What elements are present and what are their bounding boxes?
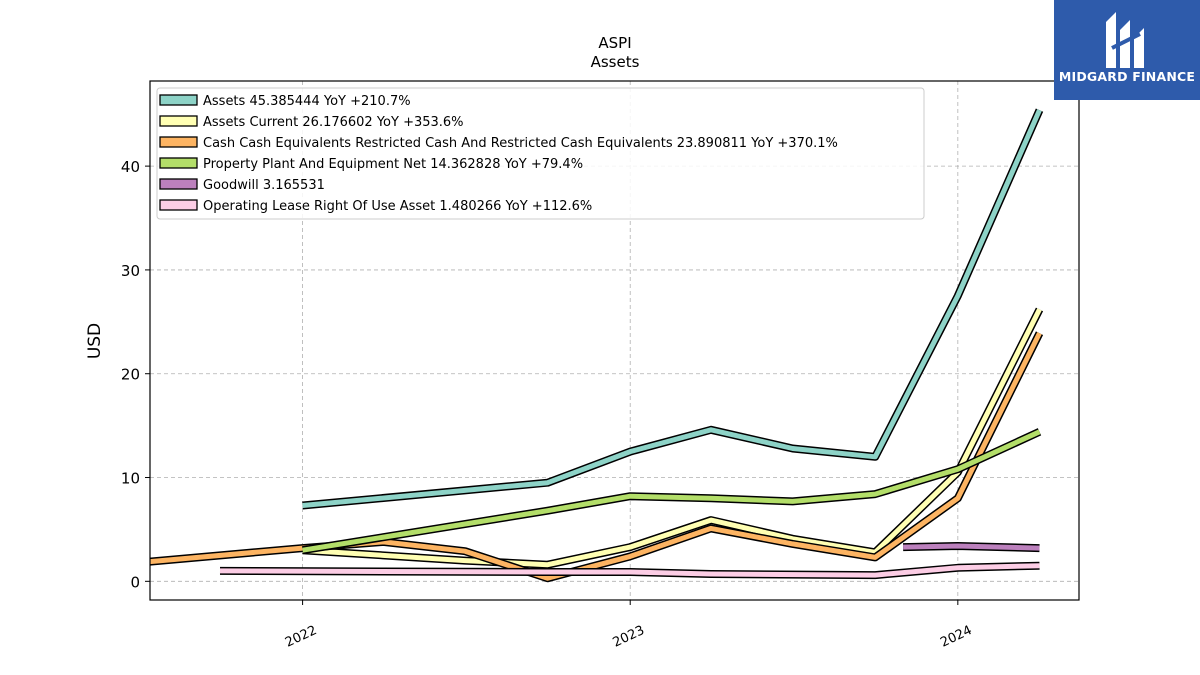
series-stroke xyxy=(219,563,1040,578)
series-outline xyxy=(149,331,1044,583)
series-stroke xyxy=(149,332,1042,581)
legend: Assets 45.385444 YoY +210.7% Assets Curre… xyxy=(156,87,925,220)
plot-frame xyxy=(149,80,1080,601)
legend-entry-label: Assets Current 26.176602 YoY +353.6% xyxy=(203,115,464,130)
series-stroke xyxy=(302,109,1042,508)
x-tick-label: 2024 xyxy=(938,623,974,651)
series-line-0 xyxy=(302,108,1044,510)
series-line-2 xyxy=(149,331,1044,583)
legend-entry-label: Property Plant And Equipment Net 14.3628… xyxy=(203,157,583,172)
y-tick-label: 30 xyxy=(121,262,140,280)
series-line-3 xyxy=(301,428,1042,555)
y-tick-label: 40 xyxy=(121,158,140,176)
legend-swatch xyxy=(159,94,198,106)
legend-entry-label: Goodwill 3.165531 xyxy=(203,178,325,193)
legend-entry-label: Assets 45.385444 YoY +210.7% xyxy=(203,94,411,109)
brand-name: MIDGARD FINANCE xyxy=(1058,69,1196,84)
legend-swatch xyxy=(159,157,198,169)
x-tick-label: 2022 xyxy=(283,623,319,651)
series-stroke xyxy=(903,543,1040,551)
legend-swatch xyxy=(159,199,198,211)
legend-entry-label: Cash Cash Equivalents Restricted Cash An… xyxy=(203,136,838,151)
legend-swatch xyxy=(159,136,198,148)
midgard-logo-icon xyxy=(1106,12,1144,68)
x-tick-label: 2023 xyxy=(611,623,647,651)
series-line-4 xyxy=(903,542,1040,553)
chart-title: ASPI xyxy=(598,34,631,52)
chart-subtitle: Assets xyxy=(591,53,640,71)
y-tick-label: 0 xyxy=(130,573,140,591)
series-stroke xyxy=(302,429,1041,553)
y-tick-label: 20 xyxy=(121,366,140,384)
series-layer xyxy=(149,108,1044,583)
legend-box xyxy=(156,87,925,220)
brand-logo: MIDGARD FINANCE xyxy=(1054,0,1200,100)
y-tick-label: 10 xyxy=(121,470,140,488)
legend-swatch xyxy=(159,115,198,127)
y-axis-label: USD xyxy=(85,323,105,359)
legend-entry-label: Operating Lease Right Of Use Asset 1.480… xyxy=(203,199,592,214)
legend-swatch xyxy=(159,178,198,190)
series-line-5 xyxy=(219,561,1040,580)
